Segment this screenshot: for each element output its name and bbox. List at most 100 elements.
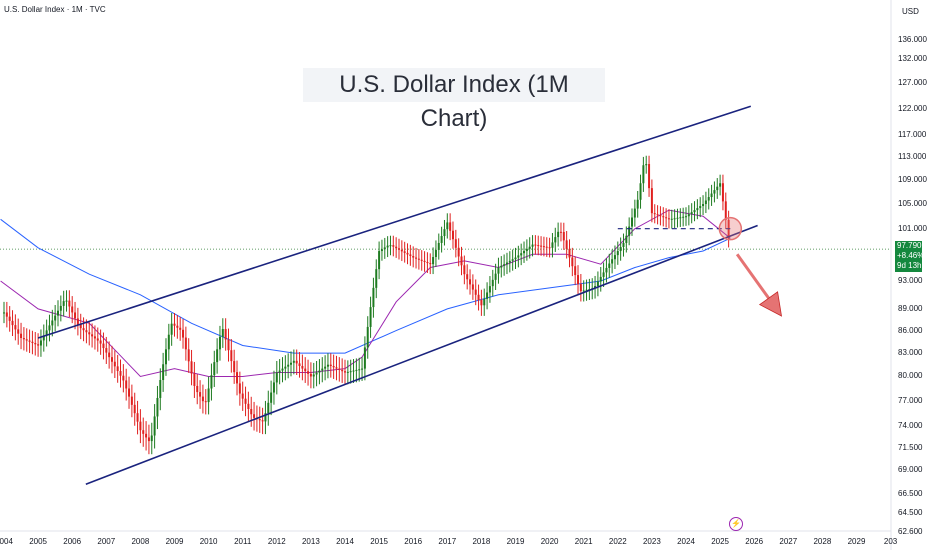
- candle-body: [207, 388, 210, 403]
- candle-body: [460, 256, 463, 266]
- candle-body: [599, 276, 602, 282]
- candle-body: [525, 248, 528, 252]
- candle-body: [707, 197, 710, 201]
- candle-body: [517, 255, 520, 258]
- candle-body: [574, 266, 577, 276]
- time-tick-label: 2010: [199, 537, 218, 546]
- price-tick-label: 117.000: [898, 130, 927, 140]
- candle-body: [31, 341, 34, 344]
- candle-body: [361, 368, 364, 370]
- candle-body: [48, 325, 51, 331]
- candle-body: [494, 273, 497, 280]
- candle-body: [287, 364, 290, 367]
- candle-body: [645, 164, 648, 166]
- candle-body: [500, 265, 503, 268]
- price-tick-label: 127.000: [898, 78, 927, 88]
- candle-body: [665, 217, 668, 219]
- time-tick-label: 2005: [29, 537, 47, 546]
- candle-body: [716, 186, 719, 191]
- candle-body: [34, 343, 37, 345]
- candle-body: [631, 217, 634, 227]
- candle-body: [65, 300, 68, 302]
- candle-body: [659, 215, 662, 217]
- candle-body: [622, 242, 625, 247]
- candle-body: [3, 312, 5, 314]
- candle-body: [156, 397, 159, 417]
- candle-body: [108, 352, 111, 358]
- currency-label: USD: [902, 7, 919, 16]
- candle-body: [247, 403, 250, 410]
- candle-body: [619, 246, 622, 252]
- candle-body: [483, 298, 486, 306]
- candle-body: [179, 327, 182, 330]
- candle-body: [628, 226, 631, 236]
- candle-body: [469, 279, 472, 285]
- candle-body: [437, 242, 440, 250]
- time-tick-label: 203: [883, 537, 898, 546]
- candle-body: [182, 329, 185, 338]
- candle-body: [230, 350, 233, 362]
- candle-body: [258, 419, 261, 421]
- price-tick-label: 86.000: [898, 325, 923, 335]
- candle-body: [497, 267, 500, 274]
- candle-body: [415, 257, 418, 259]
- candle-body: [187, 349, 190, 362]
- candle-body: [358, 369, 361, 371]
- candle-body: [213, 362, 216, 376]
- candle-body: [74, 312, 77, 319]
- candle-body: [480, 300, 483, 306]
- candle-body: [400, 249, 403, 252]
- candle-body: [540, 245, 543, 247]
- time-tick-label: 2012: [267, 537, 286, 546]
- price-tick-label: 83.000: [898, 348, 923, 358]
- time-tick-label: 2015: [370, 537, 388, 546]
- price-tick-label: 74.000: [898, 420, 923, 430]
- candle-body: [119, 371, 122, 376]
- candle-body: [719, 183, 722, 187]
- candle-body: [625, 235, 628, 243]
- candle-body: [713, 190, 716, 194]
- candle-body: [406, 252, 409, 255]
- candle-body: [667, 218, 670, 220]
- candle-body: [417, 258, 420, 260]
- candle-body: [218, 336, 221, 350]
- candle-body: [261, 420, 264, 422]
- projection-arrow-head: [758, 291, 783, 317]
- price-tick-label: 122.000: [898, 103, 927, 113]
- price-tick-label: 109.000: [898, 175, 927, 185]
- time-tick-label: 2011: [234, 537, 252, 546]
- candle-body: [676, 217, 679, 219]
- candle-body: [113, 361, 116, 367]
- candle-body: [244, 398, 247, 404]
- last-price-box: 97.790 +8.46% 9d 13h: [895, 241, 924, 272]
- chart-title: U.S. Dollar Index (1M Chart): [303, 68, 605, 132]
- time-tick-label: 2019: [506, 537, 525, 546]
- candle-body: [687, 214, 690, 217]
- candle-body: [375, 269, 378, 288]
- candle-body: [443, 229, 446, 237]
- candle-body: [551, 242, 554, 248]
- candle-body: [463, 265, 466, 275]
- candle-body: [304, 368, 307, 372]
- candle-body: [545, 246, 548, 248]
- candle-body: [110, 357, 113, 362]
- candle-body: [267, 402, 270, 414]
- candle-body: [346, 371, 349, 373]
- candle-body: [505, 262, 508, 265]
- candle-body: [639, 183, 642, 200]
- candle-body: [133, 404, 136, 414]
- lightning-icon[interactable]: ⚡: [729, 517, 743, 531]
- candle-body: [130, 396, 133, 405]
- candle-body: [349, 371, 352, 373]
- candle-body: [167, 334, 170, 350]
- price-tick-label: 62.600: [898, 527, 923, 536]
- candle-body: [511, 259, 514, 261]
- candle-body: [20, 333, 23, 339]
- candle-body: [5, 312, 8, 317]
- candle-body: [190, 361, 193, 374]
- candle-body: [184, 337, 187, 350]
- candle-body: [613, 255, 616, 260]
- candle-body: [429, 263, 432, 265]
